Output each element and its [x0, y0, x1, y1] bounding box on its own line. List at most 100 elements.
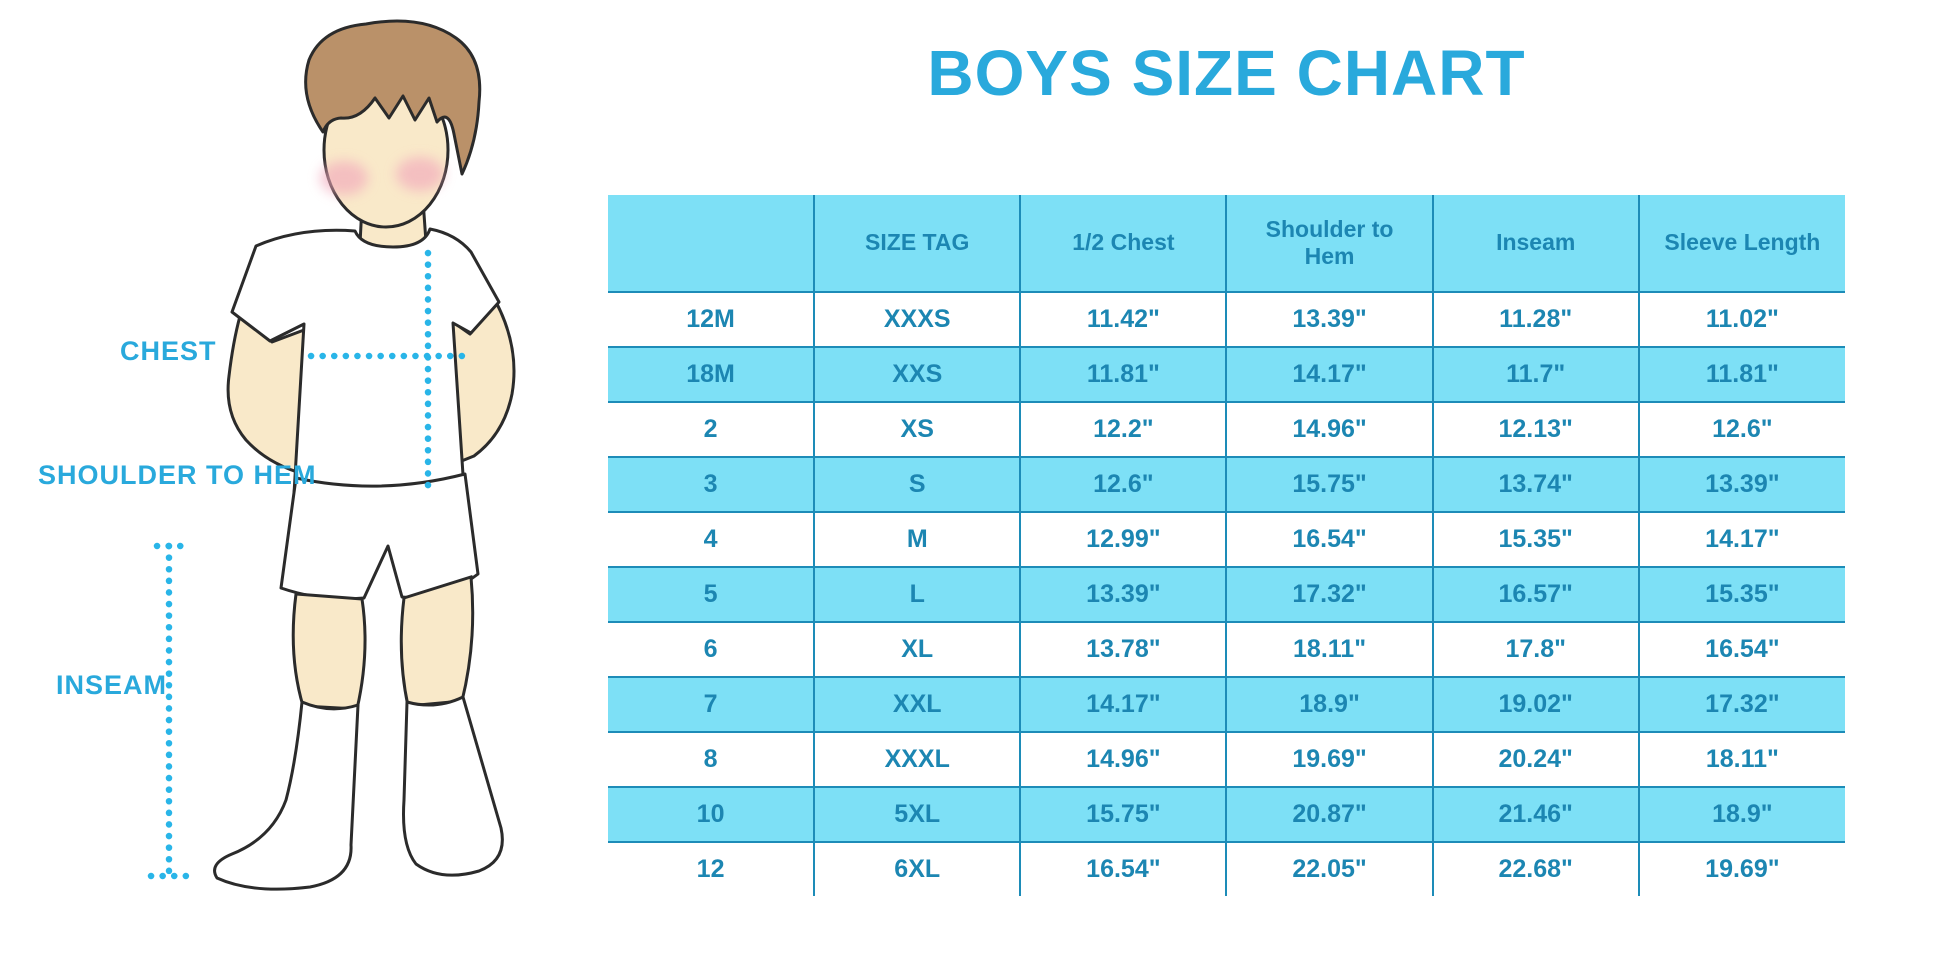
size-table-body: 12M XXXS 11.42" 13.39" 11.28" 11.02" 18M XXS 11.…: [608, 292, 1845, 896]
table-cell: S: [813, 457, 1021, 512]
table-cell: 12: [696, 855, 725, 883]
table-row: 5 L 13.39" 17.32" 16.57" 15.35": [608, 567, 1845, 622]
table-row: 12M XXXS 11.42" 13.39" 11.28" 11.02": [608, 292, 1845, 347]
table-cell: 2: [703, 415, 718, 443]
table-cell: 18M: [686, 360, 735, 388]
table-cell: 20.24": [1431, 732, 1639, 787]
table-row: 3 S 12.6" 15.75" 13.74" 13.39": [608, 457, 1845, 512]
table-cell: 19.69": [1225, 732, 1433, 787]
table-cell: 3: [703, 470, 718, 498]
table-cell: XXXS: [813, 292, 1021, 347]
table-cell: 14.96": [1019, 732, 1227, 787]
table-cell: 14.17": [1225, 347, 1433, 402]
measurement-lines: [147, 249, 469, 880]
table-row: 6 XL 13.78" 18.11" 17.8" 16.54": [608, 622, 1845, 677]
column-header: [608, 195, 815, 292]
table-cell: XL: [813, 622, 1021, 677]
table-row: 7 XXL 14.17" 18.9" 19.02" 17.32": [608, 677, 1845, 732]
table-cell: 18.11": [1225, 622, 1433, 677]
boy-left-sock: [213, 700, 360, 891]
column-header: Inseam: [1431, 195, 1639, 292]
table-cell: 11.7": [1431, 347, 1639, 402]
boy-left-arm: [226, 314, 306, 476]
boy-blush-right: [396, 157, 444, 191]
table-cell: 11.81": [1637, 347, 1845, 402]
column-header: Shoulder to Hem: [1225, 195, 1433, 292]
chest-label: CHEST: [120, 336, 217, 366]
table-cell: 6XL: [813, 842, 1021, 896]
size-table-header: SIZE TAG 1/2 Chest Shoulder to Hem Inseam Sl…: [608, 195, 1845, 292]
table-cell: XXL: [813, 677, 1021, 732]
boy-right-sock: [402, 695, 504, 877]
table-cell: 12.13": [1431, 402, 1639, 457]
boy-shorts: [279, 472, 480, 601]
table-cell: 16.54": [1225, 512, 1433, 567]
table-cell: 18.9": [1637, 787, 1845, 842]
table-cell: 18.9": [1225, 677, 1433, 732]
table-cell: 13.39": [1225, 292, 1433, 347]
table-cell: 13.78": [1019, 622, 1227, 677]
column-header: SIZE TAG: [813, 195, 1021, 292]
table-cell: 20.87": [1225, 787, 1433, 842]
table-row: 8 XXXL 14.96" 19.69" 20.24" 18.11": [608, 732, 1845, 787]
table-cell: 15.35": [1431, 512, 1639, 567]
boy-illustration: [147, 19, 516, 891]
table-cell: 14.96": [1225, 402, 1433, 457]
table-cell: 22.05": [1225, 842, 1433, 896]
table-cell: 4: [703, 525, 718, 553]
table-cell: 15.75": [1019, 787, 1227, 842]
table-cell: 15.35": [1637, 567, 1845, 622]
table-cell: L: [813, 567, 1021, 622]
table-cell: 6: [703, 635, 718, 663]
table-row: 2 XS 12.2" 14.96" 12.13" 12.6": [608, 402, 1845, 457]
measurement-illustration: CHEST SHOULDER TO HEM INSEAM: [0, 0, 560, 973]
table-cell: 12M: [686, 305, 735, 333]
boy-right-arm: [442, 300, 516, 470]
table-cell: 17.8": [1431, 622, 1639, 677]
boy-hair: [304, 19, 482, 176]
table-cell: XXS: [813, 347, 1021, 402]
table-cell: XXXL: [813, 732, 1021, 787]
table-cell: 5XL: [813, 787, 1021, 842]
table-cell: 11.02": [1637, 292, 1845, 347]
table-cell: 10: [696, 800, 725, 828]
table-cell: 17.32": [1637, 677, 1845, 732]
boy-blush-left: [320, 161, 368, 195]
table-cell: 11.42": [1019, 292, 1227, 347]
table-cell: 21.46": [1431, 787, 1639, 842]
table-cell: 19.69": [1637, 842, 1845, 896]
boy-left-leg: [291, 592, 367, 711]
inseam-label: INSEAM: [56, 670, 168, 700]
shoulder-to-hem-label: SHOULDER TO HEM: [38, 460, 317, 490]
table-cell: 16.57": [1431, 567, 1639, 622]
table-cell: 16.54": [1637, 622, 1845, 677]
table-cell: XS: [813, 402, 1021, 457]
table-cell: 16.54": [1019, 842, 1227, 896]
table-cell: 11.81": [1019, 347, 1227, 402]
table-cell: 12.2": [1019, 402, 1227, 457]
table-cell: 12.6": [1019, 457, 1227, 512]
table-cell: 11.28": [1431, 292, 1639, 347]
table-cell: 13.39": [1019, 567, 1227, 622]
table-cell: 17.32": [1225, 567, 1433, 622]
page-title: BOYS SIZE CHART: [927, 37, 1526, 109]
boy-right-leg: [399, 575, 475, 708]
table-cell: 13.74": [1431, 457, 1639, 512]
table-cell: 13.39": [1637, 457, 1845, 512]
table-cell: 7: [703, 690, 718, 718]
table-cell: 18.11": [1637, 732, 1845, 787]
table-cell: 14.17": [1637, 512, 1845, 567]
column-header: Sleeve Length: [1637, 195, 1845, 292]
table-cell: 15.75": [1225, 457, 1433, 512]
table-cell: 22.68": [1431, 842, 1639, 896]
table-row: 4 M 12.99" 16.54" 15.35" 14.17": [608, 512, 1845, 567]
table-cell: 12.6": [1637, 402, 1845, 457]
table-cell: 5: [703, 580, 718, 608]
table-row: 12 6XL 16.54" 22.05" 22.68" 19.69": [608, 842, 1845, 896]
table-row: 10 5XL 15.75" 20.87" 21.46" 18.9": [608, 787, 1845, 842]
table-row: 18M XXS 11.81" 14.17" 11.7" 11.81": [608, 347, 1845, 402]
table-cell: 19.02": [1431, 677, 1639, 732]
column-header: 1/2 Chest: [1019, 195, 1227, 292]
table-cell: 8: [703, 745, 718, 773]
